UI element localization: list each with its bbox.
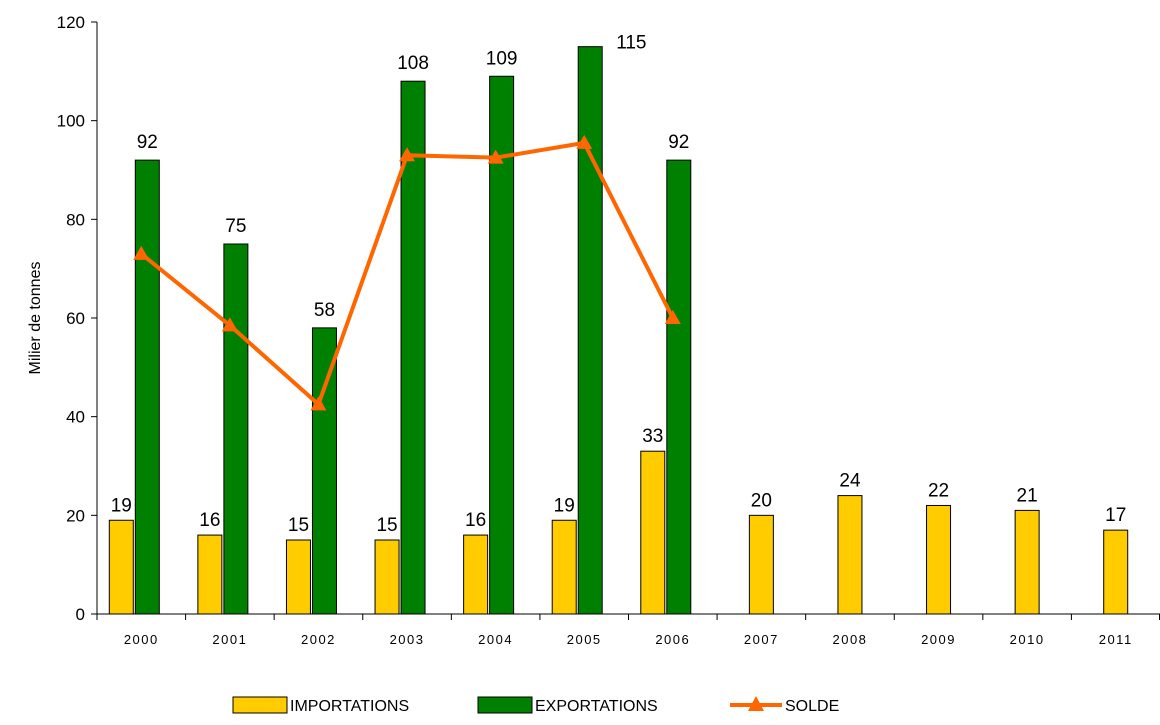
y-tick-label-40: 40 [66,408,85,427]
bar-importations-2011 [1103,529,1129,615]
label-importations-2002: 15 [288,515,309,536]
x-tick-label-2004: 2004 [478,632,513,647]
bar-importations-2009 [926,504,952,615]
y-tick-label-0: 0 [76,605,85,624]
plot-area [108,46,1129,615]
legend-label-importations: IMPORTATIONS [290,698,409,715]
bar-exportations-2003 [400,80,426,615]
legend-label-solde: SOLDE [785,698,839,715]
x-tick-label-2009: 2009 [921,632,956,647]
legend-swatch-exportations [477,696,533,714]
label-importations-2004: 16 [465,510,486,531]
axes: 0 20 40 60 80 100 120 2000 2001 2002 2003 2004 2005 2… [27,13,1160,647]
label-exportations-2006: 92 [668,132,689,153]
y-tick-label-120: 120 [57,13,85,32]
label-exportations-2002: 58 [314,300,335,321]
label-importations-2005: 19 [554,495,575,516]
x-tick-label-2011: 2011 [1099,632,1133,647]
label-exportations-2003: 108 [397,53,429,74]
y-tick-label-80: 80 [66,210,85,229]
x-tick-label-2000: 2000 [124,632,159,647]
bar-exportations-2000 [134,159,160,615]
marker-solde-2003 [399,147,416,162]
marker-solde-2000 [133,245,150,260]
x-tick-label-2001: 2001 [212,632,247,647]
bar-exportations-2001 [223,243,249,615]
marker-solde-2004 [487,149,504,164]
x-tick-label-2003: 2003 [390,632,425,647]
label-exportations-2004: 109 [486,48,518,69]
marker-solde-2005 [576,134,593,149]
bar-importations-2007 [748,514,774,615]
marker-solde-2001 [221,317,238,332]
x-tick-label-2008: 2008 [832,632,867,647]
bar-importations-2008 [837,495,863,615]
bar-importations-2006 [640,450,666,615]
label-importations-2010: 21 [1017,485,1038,506]
x-tick-label-2002: 2002 [301,632,336,647]
bar-importations-2010 [1014,509,1040,615]
bar-importations-2001 [197,534,223,615]
legend: IMPORTATIONS EXPORTATIONS SOLDE [232,696,839,715]
bar-exportations-2006 [666,159,692,615]
y-axis-title: Milier de tonnes [27,262,44,375]
y-tick-label-100: 100 [57,112,85,131]
label-exportations-2005: 115 [616,33,646,54]
marker-solde-2006 [664,310,681,324]
bar-importations-2005 [551,519,577,615]
legend-swatch-solde-marker [748,696,764,711]
label-exportations-2000: 92 [137,132,158,153]
label-importations-2009: 22 [928,480,949,501]
x-tick-label-2007: 2007 [744,632,779,647]
label-importations-2001: 16 [199,510,220,531]
label-importations-2011: 17 [1105,505,1126,526]
marker-solde-2002 [310,396,327,411]
legend-swatch-importations [232,696,288,714]
legend-label-exportations: EXPORTATIONS [535,698,658,715]
label-importations-2007: 20 [751,490,772,511]
x-tick-label-2010: 2010 [1010,632,1045,647]
bar-exportations-2005 [577,46,603,615]
x-tick-label-2005: 2005 [567,632,602,647]
data-labels: 19 92 16 75 15 58 15 108 16 109 19 115 33 92 20 24 22 21 1… [111,33,1127,536]
label-importations-2000: 19 [111,495,132,516]
y-tick-label-20: 20 [66,506,85,525]
y-tick-label-60: 60 [66,309,85,328]
label-exportations-2001: 75 [225,216,246,237]
label-importations-2003: 15 [376,515,397,536]
label-importations-2008: 24 [839,471,861,492]
bar-importations-2002 [285,539,311,615]
label-importations-2006: 33 [642,426,663,447]
bar-exportations-2004 [489,75,515,615]
x-tick-label-2006: 2006 [655,632,690,647]
bar-importations-2003 [374,539,400,615]
bar-importations-2004 [463,534,489,615]
bar-exportations-2002 [311,327,337,615]
bar-importations-2000 [108,519,134,615]
